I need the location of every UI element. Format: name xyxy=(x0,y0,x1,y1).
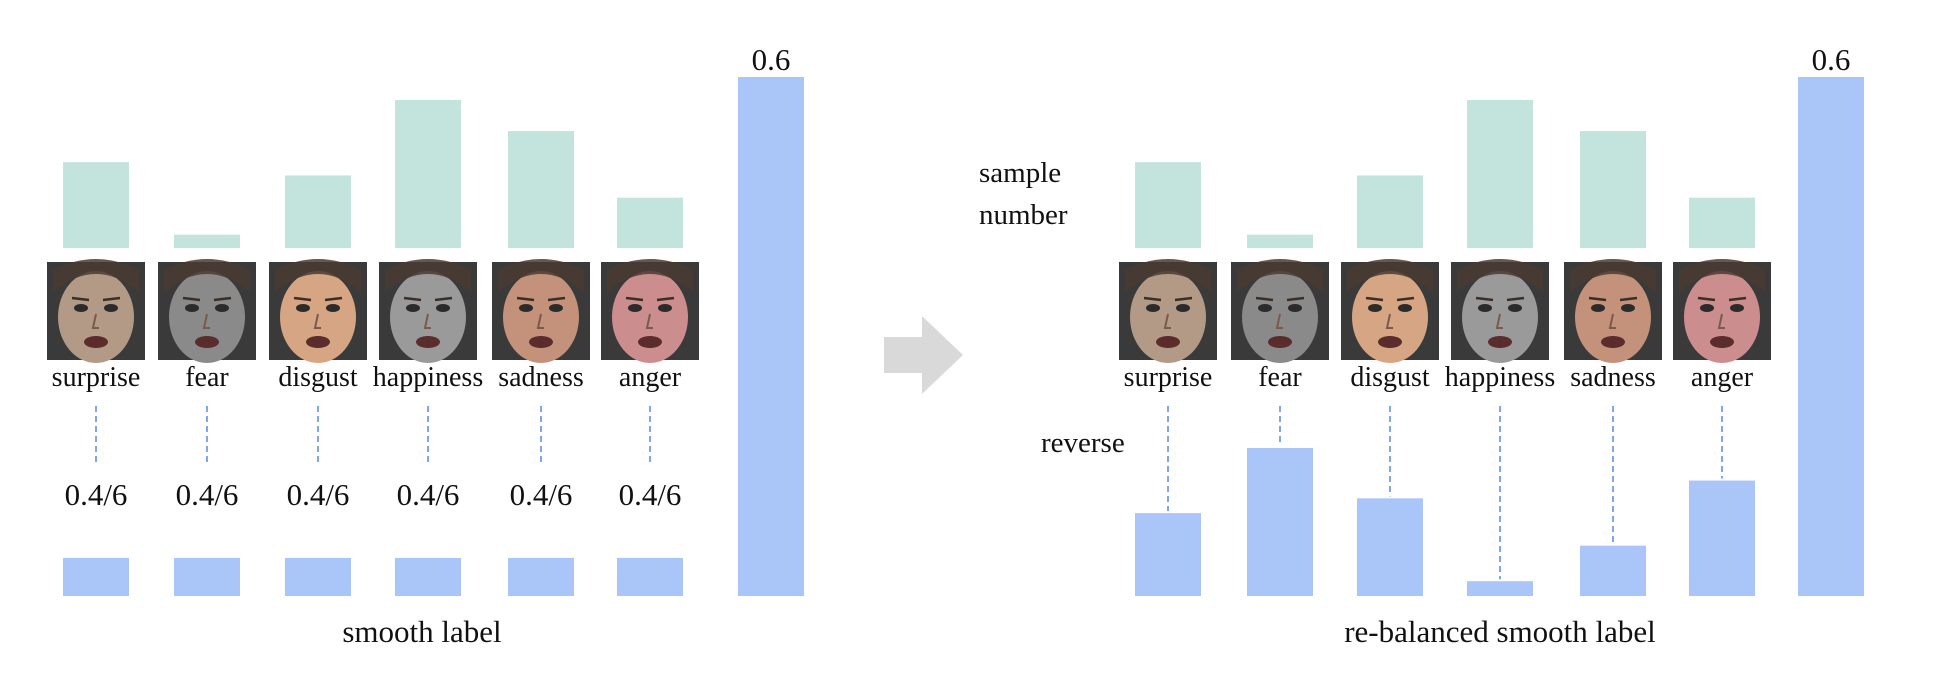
smooth-label-bar-surprise xyxy=(63,557,129,596)
emotion-label-anger: anger xyxy=(1691,362,1754,393)
emotion-label-surprise: surprise xyxy=(52,362,141,393)
sample-bar-surprise xyxy=(1135,162,1201,248)
surprise-face-image xyxy=(1119,259,1217,363)
happiness-face-image xyxy=(1451,259,1549,363)
emotion-label-happiness: happiness xyxy=(373,362,483,393)
sample-bar-sadness xyxy=(1580,131,1646,248)
anger-face-image xyxy=(601,259,699,363)
sample-bar-happiness xyxy=(1467,100,1533,248)
sample-bar-happiness xyxy=(395,100,461,248)
smooth-label-bar-happiness xyxy=(395,557,461,596)
uniform-value-label: 0.4/6 xyxy=(397,477,460,512)
fear-face-image xyxy=(158,259,256,363)
left-dashed-connectors xyxy=(95,406,651,466)
left-sample-bars xyxy=(63,100,683,248)
rebalanced-label-bar-sadness xyxy=(1580,545,1646,596)
left-value-labels: 0.4/6 0.4/6 0.4/6 0.4/6 0.4/6 0.4/6 xyxy=(65,477,682,512)
happiness-face-image xyxy=(379,259,477,363)
smooth-label-bar-sadness xyxy=(508,557,574,596)
uniform-value-label: 0.4/6 xyxy=(287,477,350,512)
disgust-face-image xyxy=(269,259,367,363)
sadness-face-image xyxy=(492,259,590,363)
right-target-value-label: 0.6 xyxy=(1812,42,1851,77)
left-face-images xyxy=(47,259,699,363)
sample-bar-surprise xyxy=(63,162,129,248)
emotion-label-fear: fear xyxy=(1258,362,1302,393)
surprise-face-image xyxy=(47,259,145,363)
emotion-label-fear: fear xyxy=(185,362,229,393)
emotion-label-sadness: sadness xyxy=(1570,362,1656,393)
right-face-images xyxy=(1119,259,1771,363)
emotion-label-surprise: surprise xyxy=(1124,362,1213,393)
right-label-bars xyxy=(1135,448,1755,596)
emotion-label-sadness: sadness xyxy=(498,362,584,393)
uniform-value-label: 0.4/6 xyxy=(65,477,128,512)
rebalanced-label-bar-happiness xyxy=(1467,581,1533,596)
emotion-label-disgust: disgust xyxy=(278,362,358,393)
emotion-label-disgust: disgust xyxy=(1350,362,1430,393)
sample-bar-anger xyxy=(1689,197,1755,248)
right-panel: sample number reverse surprise fear disgus… xyxy=(979,42,1864,649)
sample-number-label-line1: sample xyxy=(979,157,1061,189)
sample-number-label-line2: number xyxy=(979,199,1068,231)
smooth-label-bar-anger xyxy=(617,557,683,596)
sample-bar-anger xyxy=(617,197,683,248)
sample-bar-sadness xyxy=(508,131,574,248)
transform-arrow-icon xyxy=(884,316,963,394)
right-sample-bars xyxy=(1135,100,1755,248)
right-target-bar xyxy=(1798,77,1864,596)
emotion-label-happiness: happiness xyxy=(1445,362,1555,393)
uniform-value-label: 0.4/6 xyxy=(176,477,239,512)
reverse-label: reverse xyxy=(1041,427,1125,459)
sample-bar-fear xyxy=(174,234,240,248)
right-dashed-connectors xyxy=(1167,406,1723,580)
right-caption: re-balanced smooth label xyxy=(1344,614,1656,649)
uniform-value-label: 0.4/6 xyxy=(619,477,682,512)
right-emotion-labels: surprise fear disgust happiness sadness anger xyxy=(1124,362,1754,393)
disgust-face-image xyxy=(1341,259,1439,363)
rebalanced-label-bar-fear xyxy=(1247,448,1313,596)
left-label-bars xyxy=(63,557,683,596)
left-emotion-labels: surprise fear disgust happiness sadness anger xyxy=(52,362,682,393)
left-target-value-label: 0.6 xyxy=(752,42,791,77)
smooth-label-bar-fear xyxy=(174,557,240,596)
sample-bar-disgust xyxy=(1357,175,1423,248)
sadness-face-image xyxy=(1564,259,1662,363)
left-target-bar xyxy=(738,77,804,596)
left-caption: smooth label xyxy=(342,614,501,649)
anger-face-image xyxy=(1673,259,1771,363)
rebalanced-label-bar-surprise xyxy=(1135,513,1201,596)
rebalanced-label-bar-disgust xyxy=(1357,498,1423,596)
fear-face-image xyxy=(1231,259,1329,363)
sample-bar-fear xyxy=(1247,234,1313,248)
rebalanced-label-bar-anger xyxy=(1689,480,1755,596)
sample-bar-disgust xyxy=(285,175,351,248)
uniform-value-label: 0.4/6 xyxy=(510,477,573,512)
left-panel: surprise fear disgust happiness sadness anger… xyxy=(47,42,804,649)
smooth-label-bar-disgust xyxy=(285,557,351,596)
emotion-label-anger: anger xyxy=(619,362,682,393)
